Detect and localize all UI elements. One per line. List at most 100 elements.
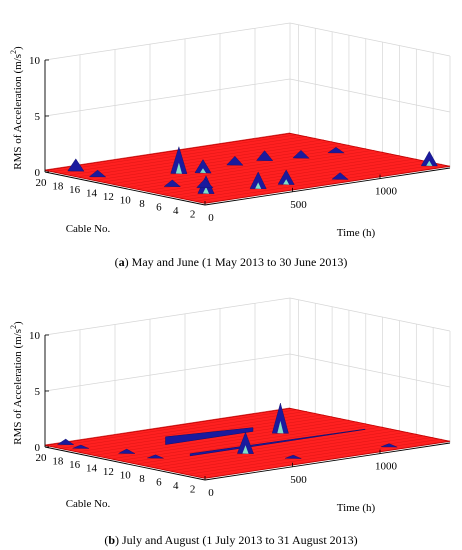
data-peak (67, 158, 85, 172)
cable-axis-line (44, 446, 206, 481)
data-peak (420, 150, 438, 167)
surface-streak (196, 438, 442, 477)
surface-streak (146, 428, 392, 466)
cable-tick-label: 12 (103, 466, 114, 478)
data-peak-highlight (242, 445, 249, 454)
data-peak (226, 155, 244, 166)
time-tick-label: 0 (208, 212, 214, 224)
caption-a-letter: a (118, 255, 125, 269)
axes (44, 59, 451, 206)
surface-streak (44, 407, 291, 446)
cable-tick-label: 8 (139, 198, 145, 210)
chart-panel-b: 0 5 10 20 18 16 14 12 10 8 6 4 2 0 500 1000 RMS of Accel… (0, 275, 462, 550)
data-peak (271, 402, 289, 434)
time-axis-label: Time (h) (337, 502, 376, 514)
cable-tick-label: 4 (173, 205, 179, 217)
data-peak-highlight (426, 160, 433, 166)
surface-streak (129, 149, 375, 188)
surface-streak (179, 160, 425, 198)
z-tick-label: 5 (35, 386, 41, 398)
cable-axis-label: Cable No. (66, 223, 111, 235)
time-tick-label: 500 (290, 199, 307, 211)
data-peak (118, 448, 135, 454)
z-tick-label: 0 (35, 167, 41, 179)
surface-streak (154, 155, 400, 193)
surface-streak (44, 132, 291, 171)
data-peak-highlight (255, 182, 262, 189)
surface-streak (154, 430, 400, 468)
surface-streak (179, 435, 425, 473)
time-tick-label: 500 (290, 474, 307, 486)
cable-tick-label: 4 (173, 480, 179, 492)
cable-tick-label: 20 (36, 177, 48, 189)
time-tick-label: 1000 (375, 186, 398, 198)
cable-tick-label: 6 (156, 201, 162, 213)
surface-streak (137, 151, 383, 190)
z-axis-label-close: ) (12, 46, 24, 50)
time-axis-label: Time (h) (337, 227, 376, 239)
data-peak (88, 169, 107, 178)
surface-streak (188, 437, 434, 475)
grid-line (44, 22, 451, 61)
surface-streak (188, 162, 434, 200)
z-axis-label-sup: 2 (9, 50, 18, 54)
data-peak (380, 443, 398, 448)
cable-tick-label: 20 (36, 452, 48, 464)
data-ridge (189, 428, 366, 457)
data-peak (72, 444, 89, 449)
surface-streak (103, 419, 349, 458)
caption-b-text: July and August (1 July 2013 to 31 Augus… (119, 533, 358, 547)
data-peak (327, 147, 345, 154)
data-ridge (165, 427, 254, 445)
surface-streak (53, 134, 299, 172)
caption-b-letter: b (108, 533, 115, 547)
z-tick-label: 10 (29, 330, 41, 342)
cable-tick-label: 2 (190, 483, 196, 495)
surface-streak (53, 409, 299, 447)
data-peak (194, 159, 212, 174)
cable-tick-label: 18 (52, 180, 64, 192)
grid-line (44, 78, 451, 117)
data-peak-highlight (283, 179, 290, 185)
data-peak (56, 438, 75, 446)
caption-a-text: May and June (1 May 2013 to 30 June 2013… (128, 255, 348, 269)
surface-streak (146, 153, 392, 191)
time-axis-line (204, 442, 451, 481)
data-peak-highlight (200, 168, 207, 174)
z-axis-label: RMS of Acceleration (m/s2) (9, 46, 24, 170)
grid-line (44, 297, 451, 336)
surface-streak (196, 163, 442, 202)
data-peak (196, 178, 214, 189)
cable-tick-label: 18 (52, 455, 64, 467)
z-tick-label: 0 (35, 442, 41, 454)
data-peak (292, 150, 310, 159)
grid-line (44, 353, 451, 392)
z-tick-label: 10 (29, 55, 41, 67)
data-peak (277, 169, 295, 185)
data-peak-highlight (175, 162, 182, 174)
time-tick-label: 1000 (375, 461, 398, 473)
z-axis-label-close: ) (12, 321, 24, 325)
data-peak-highlight (277, 420, 284, 434)
surface-streak (162, 431, 408, 470)
data-peak (170, 146, 188, 174)
cable-tick-label: 14 (86, 187, 98, 199)
surface-streak (95, 142, 341, 181)
data-peak-highlight (202, 186, 210, 194)
surface-streak (103, 144, 349, 183)
cable-tick-label: 16 (69, 459, 81, 471)
data-peak (284, 454, 302, 459)
time-axis-line (204, 167, 451, 206)
z-tick-label: 5 (35, 111, 41, 123)
axes (44, 334, 451, 481)
surface-streak (204, 165, 451, 204)
surface-streak (61, 135, 307, 174)
data-peak (147, 454, 164, 459)
cable-axis-line (44, 171, 206, 206)
data-peak (237, 431, 254, 454)
chart-panel-a: 0 5 10 20 18 16 14 12 10 8 6 4 2 0 500 1000 RMS of Accel… (9, 22, 451, 269)
surface-streak (112, 421, 358, 459)
surface-streak (87, 141, 333, 179)
z-axis-label-sup: 2 (9, 325, 18, 329)
